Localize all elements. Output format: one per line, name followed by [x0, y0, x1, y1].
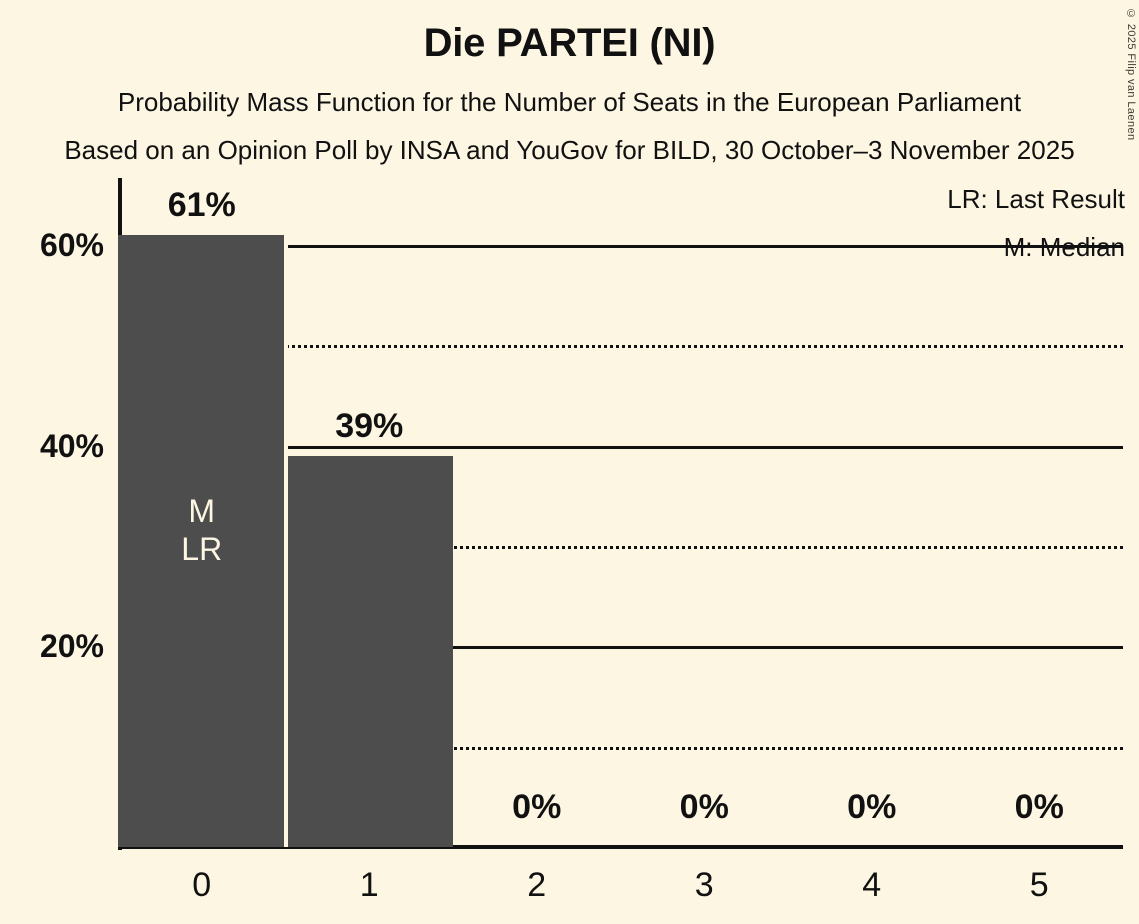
gridline-dotted-30	[118, 546, 1123, 549]
chart-source-line: Based on an Opinion Poll by INSA and You…	[64, 135, 1075, 165]
bar-value-label-1: 39%	[335, 406, 404, 445]
plot-area	[118, 178, 1123, 848]
gridline-solid-20	[118, 646, 1123, 650]
y-axis-tick-20pct: 20%	[39, 628, 104, 665]
gridline-solid-40	[118, 445, 1123, 449]
x-axis-tick-3: 3	[694, 866, 714, 904]
x-axis-tick-5: 5	[1029, 866, 1049, 904]
x-axis-tick-2: 2	[527, 866, 547, 904]
legend-last-result: LR: Last Result	[947, 184, 1125, 214]
median-marker-label: M	[188, 493, 216, 529]
x-axis-tick-4: 4	[862, 866, 882, 904]
x-axis-line	[118, 845, 1123, 849]
gridline-solid-60	[118, 245, 1123, 248]
y-axis-tick-40pct: 40%	[39, 427, 104, 464]
bar-value-label-0: 61%	[167, 185, 236, 224]
y-axis-tick-60pct: 60%	[39, 227, 104, 263]
page-title: Die PARTEI (NI)	[423, 21, 716, 65]
x-axis-tick-1: 1	[359, 866, 379, 904]
gridline-dotted-10	[118, 746, 1123, 750]
last-result-marker-label: LR	[181, 531, 223, 567]
bar-value-label-2: 0%	[512, 788, 562, 826]
bar-seat-0[interactable]	[118, 234, 286, 847]
bar-seat-1[interactable]	[285, 455, 453, 847]
bar-value-label-4: 0%	[847, 788, 897, 826]
chart-subtitle: Probability Mass Function for the Number…	[117, 87, 1022, 117]
last-result-marker: LR	[118, 530, 286, 568]
x-axis-tick-0: 0	[192, 866, 212, 904]
copyright-notice: © 2025 Filip van Laenen	[1125, 8, 1137, 141]
bar-value-label-3: 0%	[679, 788, 729, 826]
gridline-dotted-50	[118, 345, 1123, 349]
median-marker: M	[118, 492, 286, 530]
bar-separator-1	[283, 234, 288, 847]
bar-value-label-5: 0%	[1014, 788, 1064, 826]
